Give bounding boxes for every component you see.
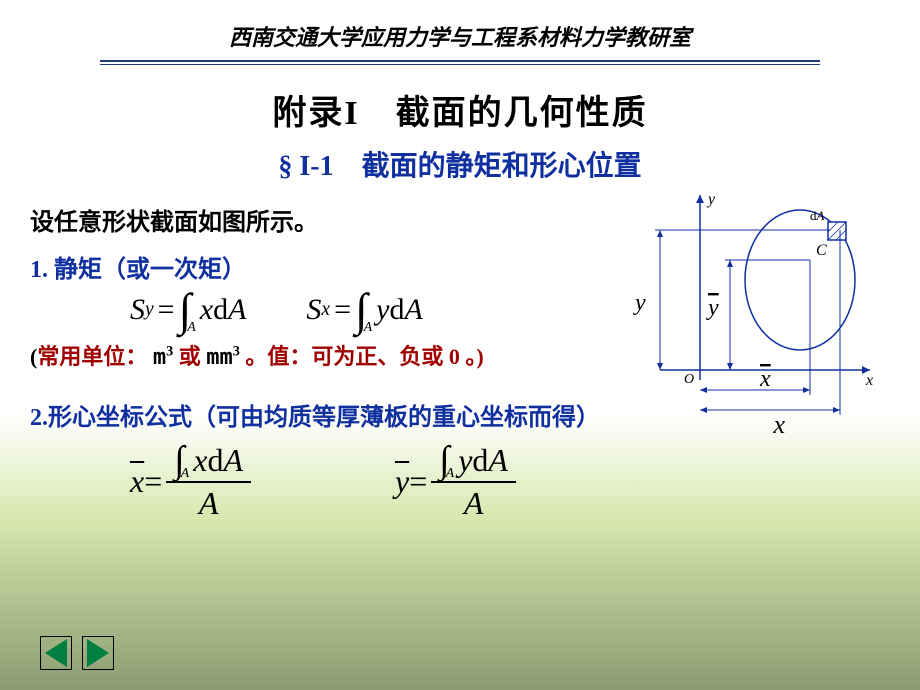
yb-dvar: A xyxy=(488,442,508,479)
un-s1: 3 xyxy=(166,343,173,359)
slide-navigation xyxy=(40,636,114,670)
diagram-ybar-label: y xyxy=(706,295,719,321)
xb-d: d xyxy=(207,442,223,479)
diagram-dA-label: dA xyxy=(810,208,825,223)
un-label: 常用单位： xyxy=(37,344,147,369)
un-u1: m xyxy=(153,345,166,370)
main-title-text: 附录I 截面的几何性质 xyxy=(272,95,647,132)
yb-num: ∫A y d A xyxy=(431,442,516,483)
yb-d: d xyxy=(472,442,488,479)
sy-intsub: A xyxy=(187,320,196,336)
xb-dvar: A xyxy=(223,442,243,479)
header-underline-1 xyxy=(100,60,820,62)
xb-lhs: x xyxy=(130,463,144,500)
sx-dvar: A xyxy=(404,293,422,327)
xb-var: x xyxy=(193,442,207,479)
subtitle-text: § I-1 截面的静矩和形心位置 xyxy=(278,151,641,182)
header-underline-2 xyxy=(100,64,820,65)
yb-var: y xyxy=(458,442,472,479)
formula-xbar: x = ∫A x d A A xyxy=(130,442,255,522)
axis-x-label: x xyxy=(865,372,873,389)
diagram-svg: y x O dA C y y x xyxy=(600,190,880,420)
sx-lhs: S xyxy=(306,293,321,327)
un-s2: 3 xyxy=(233,343,240,359)
un-m1: 或 xyxy=(179,344,201,369)
formula-ybar: y = ∫A y d A A xyxy=(395,442,520,522)
sx-d: d xyxy=(389,293,404,327)
yb-eq: = xyxy=(409,463,427,500)
formula-sx: Sx = ∫A ydA xyxy=(306,292,422,329)
prev-slide-button[interactable] xyxy=(40,636,72,670)
un-u2: mm xyxy=(206,345,233,370)
sx-sub: x xyxy=(321,299,330,321)
origin-label: O xyxy=(684,372,694,387)
triangle-left-icon xyxy=(45,639,67,667)
centroid-formulas: x = ∫A x d A A y = ∫A y d A A xyxy=(30,442,890,522)
section2-head-text: 2.形心坐标公式（可由均质等厚薄板的重心坐标而得） xyxy=(30,405,600,431)
sy-var: x xyxy=(200,293,213,327)
yb-intsub: A xyxy=(446,466,455,482)
next-slide-button[interactable] xyxy=(82,636,114,670)
sx-intsub: A xyxy=(364,320,373,336)
diagram-y-label: y xyxy=(633,290,646,316)
yb-den: A xyxy=(464,483,484,522)
sx-var: y xyxy=(376,293,389,327)
triangle-right-icon xyxy=(87,639,109,667)
diagram-C-label: C xyxy=(816,242,827,259)
xb-intsub: A xyxy=(181,466,190,482)
sy-dvar: A xyxy=(228,293,246,327)
un-m2: 。值：可为正、负或 0 。) xyxy=(245,344,483,369)
main-title: 附录I 截面的几何性质 xyxy=(0,85,920,134)
sy-sub: y xyxy=(145,299,154,321)
section1-head-text: 1. 静矩（或一次矩） xyxy=(30,257,246,283)
formula-sy: Sy = ∫A xdA xyxy=(130,292,246,329)
sy-lhs: S xyxy=(130,293,145,327)
xb-num: ∫A x d A xyxy=(166,442,251,483)
xb-frac: ∫A x d A A xyxy=(166,442,251,522)
axis-y-label: y xyxy=(706,191,716,208)
sy-d: d xyxy=(213,293,228,327)
slide-header: 西南交通大学应用力学与工程系材料力学教研室 xyxy=(0,0,920,65)
subtitle: § I-1 截面的静矩和形心位置 xyxy=(0,144,920,184)
section-diagram: y x O dA C y y x xyxy=(600,190,880,420)
xb-den: A xyxy=(199,483,219,522)
intro-text: 设任意形状截面如图所示。 xyxy=(30,210,318,236)
xb-eq: = xyxy=(144,463,162,500)
yb-lhs: y xyxy=(395,463,409,500)
sx-eq: = xyxy=(334,293,351,327)
header-text: 西南交通大学应用力学与工程系材料力学教研室 xyxy=(229,25,691,50)
diagram-xbar-label: x xyxy=(759,366,771,392)
yb-frac: ∫A y d A A xyxy=(431,442,516,522)
sy-eq: = xyxy=(158,293,175,327)
